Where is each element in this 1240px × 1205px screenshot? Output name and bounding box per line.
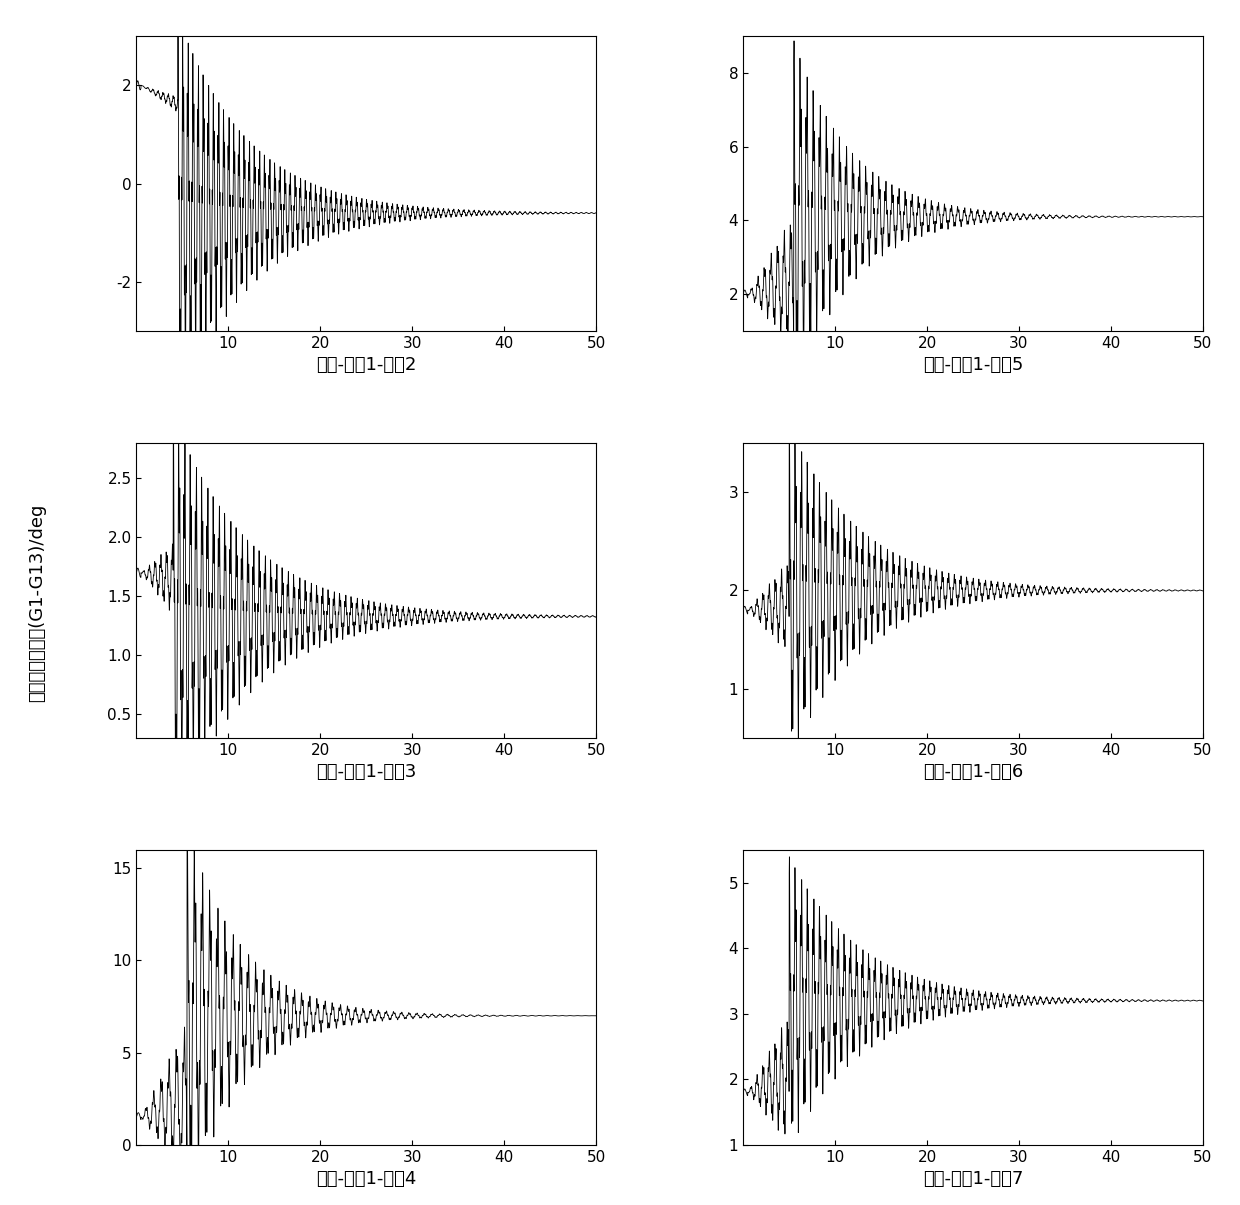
- X-axis label: 正常-工况1-工况4: 正常-工况1-工况4: [316, 1170, 417, 1188]
- X-axis label: 正常-工况1-工况6: 正常-工况1-工况6: [923, 763, 1023, 781]
- X-axis label: 正常-工况1-工况7: 正常-工况1-工况7: [923, 1170, 1023, 1188]
- Text: 发电机相对功角(G1-G13)/deg: 发电机相对功角(G1-G13)/deg: [29, 504, 46, 701]
- X-axis label: 正常-工况1-工况5: 正常-工况1-工况5: [923, 357, 1023, 375]
- X-axis label: 正常-工况1-工况2: 正常-工况1-工况2: [316, 357, 417, 375]
- X-axis label: 正常-工况1-工况3: 正常-工况1-工况3: [316, 763, 417, 781]
